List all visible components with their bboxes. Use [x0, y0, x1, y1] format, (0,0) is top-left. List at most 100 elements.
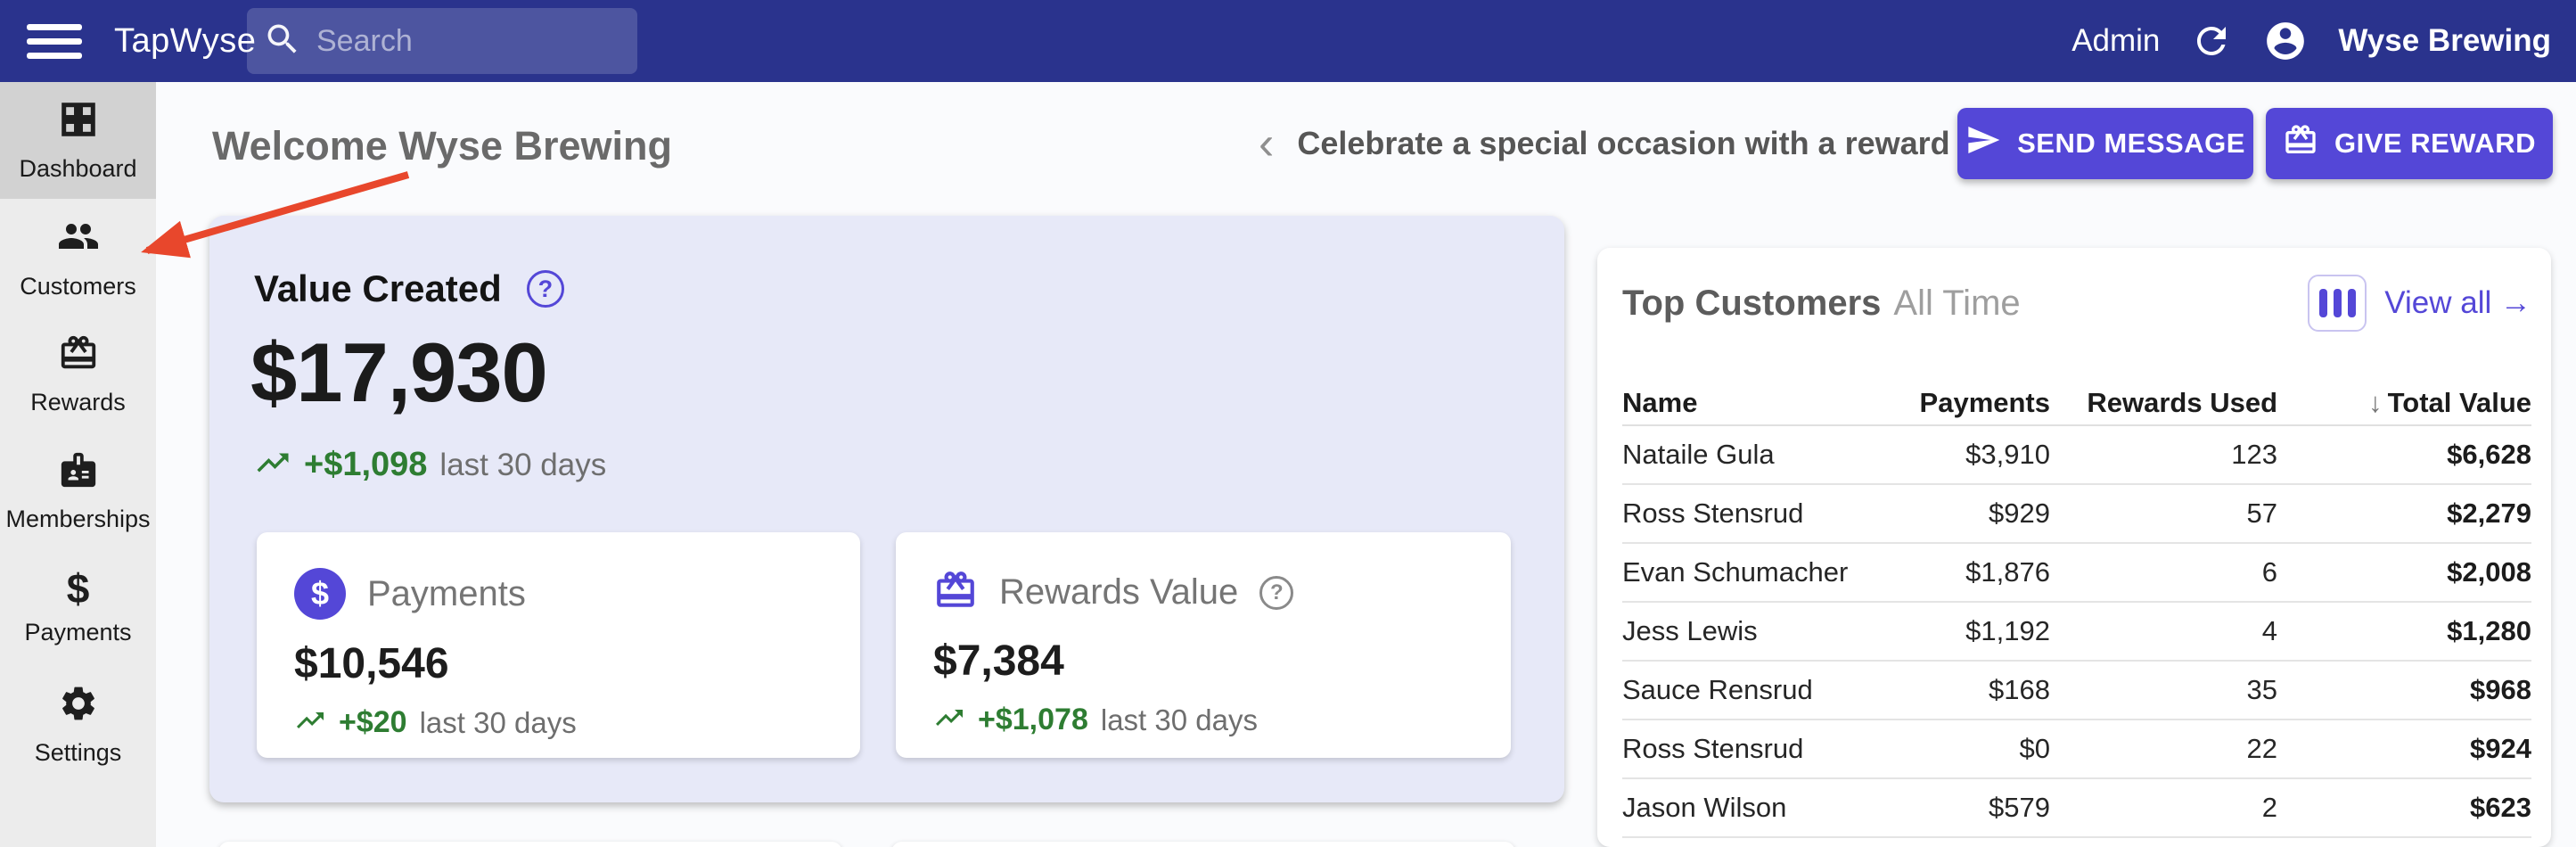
cell-total-value: $1,280 — [2447, 615, 2531, 646]
cell-total-value: $2,279 — [2447, 498, 2531, 529]
cell-rewards-used: 4 — [2261, 615, 2277, 646]
value-created-amount: $17,930 — [250, 325, 548, 419]
rewards-card-title: Rewards Value — [999, 572, 1239, 612]
sidebar-item-label: Rewards — [30, 388, 126, 415]
cell-payments: $168 — [1989, 674, 2050, 705]
columns-icon[interactable] — [2308, 275, 2367, 332]
sidebar-item-payments[interactable]: $ Payments — [0, 549, 156, 666]
carousel-prev-icon[interactable]: ‹ — [1259, 118, 1275, 169]
give-reward-label: GIVE REWARD — [2334, 127, 2536, 159]
table-header-row: Name Payments Rewards Used ↓ Total Value — [1622, 382, 2531, 426]
cell-name: Ross Stensrud — [1622, 498, 1804, 529]
account-icon[interactable] — [2263, 19, 2308, 63]
column-header-rewards-used[interactable]: Rewards Used — [2087, 387, 2277, 418]
give-reward-button[interactable]: GIVE REWARD — [2266, 108, 2553, 179]
search-box[interactable] — [247, 8, 637, 74]
column-header-name[interactable]: Name — [1622, 387, 1698, 418]
sidebar-item-label: Payments — [24, 619, 132, 646]
table-row[interactable]: Ross Stensrud $0 22 $924 — [1622, 720, 2531, 779]
sidebar-item-customers[interactable]: Customers — [0, 199, 156, 316]
sidebar-item-settings[interactable]: Settings — [0, 666, 156, 783]
value-created-title: Value Created — [254, 267, 502, 309]
trending-up-icon — [933, 702, 965, 738]
value-created-card: Value Created ? $17,930 +$1,098 last 30 … — [209, 216, 1564, 802]
view-all-link[interactable]: View all → — [2384, 285, 2531, 320]
sidebar-item-label: Memberships — [5, 505, 151, 532]
role-label: Admin — [2071, 23, 2161, 58]
cell-payments: $1,876 — [1965, 556, 2050, 588]
payments-icon: $ — [66, 565, 90, 612]
search-input[interactable] — [316, 23, 621, 59]
refresh-icon[interactable] — [2190, 20, 2233, 62]
rewards-card-delta: +$1,078 — [978, 703, 1088, 736]
gift-icon — [933, 568, 978, 617]
column-header-payments[interactable]: Payments — [1919, 387, 2050, 418]
help-icon[interactable]: ? — [526, 270, 564, 308]
cell-payments: $929 — [1989, 498, 2050, 529]
table-row[interactable]: Jason Wilson $579 2 $623 — [1622, 779, 2531, 838]
rewards-value-stat-card: Rewards Value ? $7,384 +$1,078 last 30 d… — [896, 532, 1511, 758]
sidebar-item-label: Customers — [20, 272, 136, 300]
payments-card-period: last 30 days — [419, 705, 577, 739]
top-customers-panel: Top Customers All Time View all → Name P… — [1597, 248, 2551, 847]
cell-payments: $579 — [1989, 792, 2050, 823]
cell-total-value: $968 — [2470, 674, 2531, 705]
send-message-button[interactable]: SEND MESSAGE — [1957, 108, 2253, 179]
payments-card-title: Payments — [367, 573, 526, 613]
cell-rewards-used: 57 — [2246, 498, 2277, 529]
next-row-card — [218, 842, 842, 847]
dollar-circle-icon: $ — [294, 568, 346, 620]
cell-name: Jess Lewis — [1622, 615, 1758, 646]
table-row[interactable]: Nataile Gula $3,910 123 $6,628 — [1622, 426, 2531, 485]
hamburger-menu-icon[interactable] — [27, 20, 82, 62]
cell-total-value: $924 — [2470, 733, 2531, 764]
cell-name: Nataile Gula — [1622, 439, 1775, 470]
cell-name: Ross Stensrud — [1622, 733, 1804, 764]
cell-total-value: $2,008 — [2447, 556, 2531, 588]
trending-up-icon — [254, 444, 291, 486]
rewards-card-period: last 30 days — [1100, 703, 1258, 736]
table-row[interactable]: Ross Stensrud $929 57 $2,279 — [1622, 485, 2531, 544]
payments-card-delta: +$20 — [339, 705, 407, 739]
table-row[interactable]: Evan Schumacher $1,876 6 $2,008 — [1622, 544, 2531, 603]
top-navbar: TapWyse Admin Wyse Brewing — [0, 0, 2576, 82]
rewards-icon — [58, 333, 99, 378]
sidebar-item-label: Settings — [34, 738, 122, 766]
suggestion-carousel: ‹ Celebrate a special occasion with a re… — [1259, 114, 1989, 173]
payments-card-amount: $10,546 — [294, 640, 449, 687]
value-created-delta: +$1,098 — [304, 446, 428, 483]
settings-icon — [58, 683, 99, 728]
cell-name: Jason Wilson — [1622, 792, 1787, 823]
cell-total-value: $6,628 — [2447, 439, 2531, 470]
memberships-icon — [58, 449, 99, 495]
sort-desc-icon: ↓ — [2368, 387, 2383, 418]
gift-icon — [2283, 122, 2318, 165]
sidebar-item-dashboard[interactable]: Dashboard — [0, 82, 156, 199]
sidebar-nav: Dashboard Customers Rewards Memberships … — [0, 82, 156, 847]
help-icon[interactable]: ? — [1259, 575, 1294, 610]
sidebar-item-rewards[interactable]: Rewards — [0, 316, 156, 432]
navbar-right-group: Admin Wyse Brewing — [2071, 19, 2576, 63]
dashboard-icon — [58, 99, 99, 144]
column-header-total-value[interactable]: ↓ Total Value — [2368, 387, 2531, 418]
table-row[interactable]: Sauce Rensrud $168 35 $968 — [1622, 662, 2531, 720]
cell-name: Sauce Rensrud — [1622, 674, 1813, 705]
sidebar-item-label: Dashboard — [19, 154, 137, 182]
account-name[interactable]: Wyse Brewing — [2338, 23, 2551, 58]
cell-rewards-used: 35 — [2246, 674, 2277, 705]
cell-total-value: $623 — [2470, 792, 2531, 823]
table-row[interactable]: Jess Lewis $1,192 4 $1,280 — [1622, 603, 2531, 662]
top-customers-title: Top Customers — [1622, 283, 1882, 323]
next-row-card — [891, 842, 1515, 847]
cell-payments: $0 — [2019, 733, 2050, 764]
cell-name: Evan Schumacher — [1622, 556, 1849, 588]
top-customers-table: Name Payments Rewards Used ↓ Total Value … — [1622, 382, 2531, 838]
cell-rewards-used: 2 — [2261, 792, 2277, 823]
cell-payments: $3,910 — [1965, 439, 2050, 470]
sidebar-item-memberships[interactable]: Memberships — [0, 432, 156, 549]
cell-rewards-used: 22 — [2246, 733, 2277, 764]
trending-up-icon — [294, 704, 326, 741]
payments-stat-card: $ Payments $10,546 +$20 last 30 days — [257, 532, 860, 758]
app-brand: TapWyse — [114, 21, 257, 60]
